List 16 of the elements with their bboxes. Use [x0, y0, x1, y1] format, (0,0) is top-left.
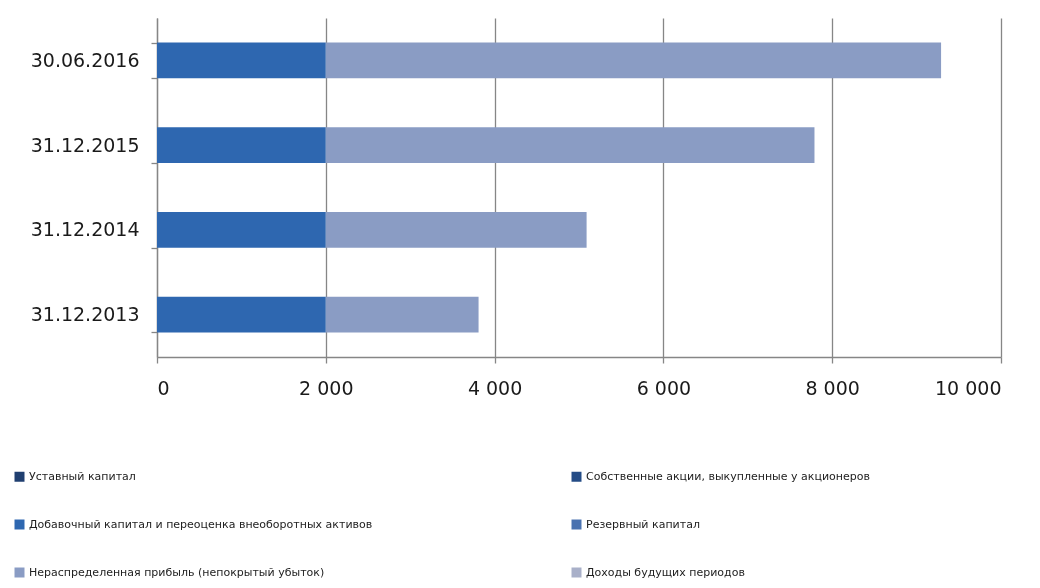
x-tick-label: 0 [157, 376, 170, 399]
x-tick-label: 2 000 [299, 376, 354, 399]
y-tick-label: 31.12.2014 [30, 218, 140, 241]
legend-label: Добавочный капитал и переоценка внеоборотных активов [29, 517, 373, 531]
legend-label: Уставный капитал [29, 469, 136, 483]
x-tick-label: 8 000 [805, 376, 860, 399]
x-tick-label: 10 000 [935, 376, 1002, 399]
y-tick-label: 30.06.2016 [30, 48, 140, 71]
legend-label: Собственные акции, выкупленные у акционеров [586, 469, 870, 483]
legend-label: Резервный капитал [586, 517, 700, 531]
x-tick-label: 4 000 [467, 376, 523, 399]
y-tick-label: 31.12.2015 [30, 133, 140, 156]
legend-label: Доходы будущих периодов [586, 565, 745, 579]
y-tick-label: 31.12.2013 [30, 303, 140, 326]
x-tick-label: 6 000 [636, 376, 692, 399]
legend-label: Нераспределенная прибыль (непокрытый убыток) [29, 565, 325, 579]
